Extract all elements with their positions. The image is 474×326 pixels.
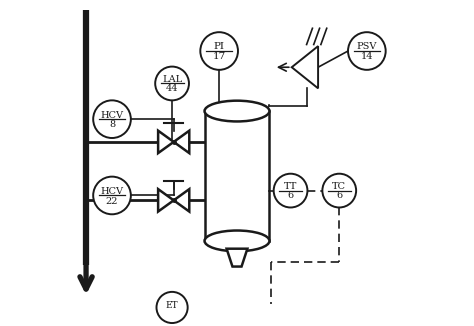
Ellipse shape <box>205 230 269 251</box>
Polygon shape <box>173 189 189 212</box>
Circle shape <box>348 32 386 70</box>
Text: TC: TC <box>332 182 346 191</box>
Text: 8: 8 <box>109 120 115 129</box>
Text: HCV: HCV <box>100 111 124 120</box>
Text: PSV: PSV <box>356 42 377 52</box>
Bar <box>205 111 269 241</box>
Text: HCV: HCV <box>100 187 124 196</box>
Circle shape <box>201 32 238 70</box>
Circle shape <box>93 100 131 138</box>
Text: 17: 17 <box>212 52 226 61</box>
Text: 6: 6 <box>336 191 342 200</box>
Circle shape <box>273 174 308 207</box>
Polygon shape <box>173 131 189 153</box>
Text: ET: ET <box>166 301 178 310</box>
Ellipse shape <box>205 101 269 122</box>
Circle shape <box>155 67 189 100</box>
Text: TT: TT <box>284 182 297 191</box>
Polygon shape <box>292 46 318 88</box>
Text: 14: 14 <box>361 52 373 61</box>
Text: 6: 6 <box>288 191 293 200</box>
Circle shape <box>156 292 188 323</box>
Polygon shape <box>158 131 173 153</box>
Circle shape <box>93 177 131 214</box>
Polygon shape <box>158 189 173 212</box>
Circle shape <box>322 174 356 207</box>
Text: 44: 44 <box>166 84 178 93</box>
Text: PI: PI <box>214 42 225 52</box>
Polygon shape <box>227 249 247 267</box>
Text: LAL: LAL <box>162 75 182 84</box>
Text: 22: 22 <box>106 197 118 206</box>
